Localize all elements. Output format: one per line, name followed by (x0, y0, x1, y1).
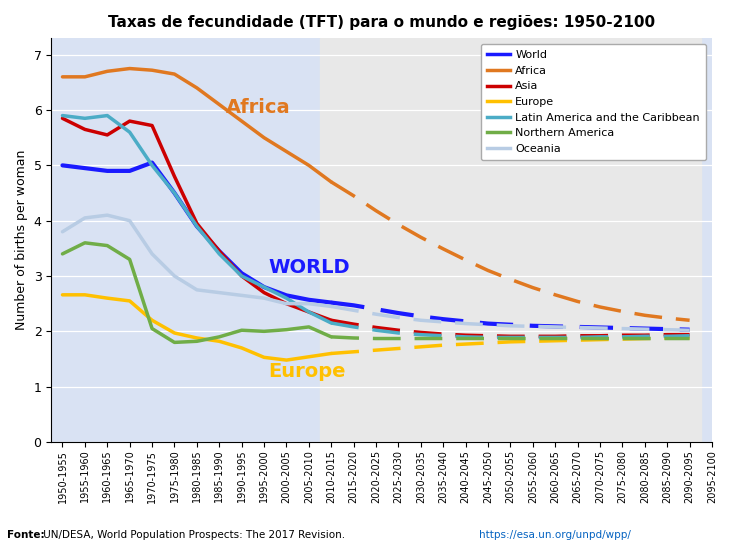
Text: Fonte:: Fonte: (7, 530, 45, 540)
Legend: World, Africa, Asia, Europe, Latin America and the Caribbean, Northern America, : World, Africa, Asia, Europe, Latin Ameri… (481, 44, 706, 160)
Text: Africa: Africa (226, 98, 291, 117)
Y-axis label: Number of births per woman: Number of births per woman (15, 150, 28, 330)
Text: https://esa.un.org/unpd/wpp/: https://esa.un.org/unpd/wpp/ (479, 530, 631, 540)
Bar (320, 38, 701, 442)
Title: Taxas de fecundidade (TFT) para o mundo e regiões: 1950-2100: Taxas de fecundidade (TFT) para o mundo … (108, 15, 655, 30)
Text: UN/DESA, World Population Prospects: The 2017 Revision.: UN/DESA, World Population Prospects: The… (40, 530, 352, 540)
Text: WORLD: WORLD (269, 258, 350, 277)
Text: Europe: Europe (269, 362, 346, 380)
